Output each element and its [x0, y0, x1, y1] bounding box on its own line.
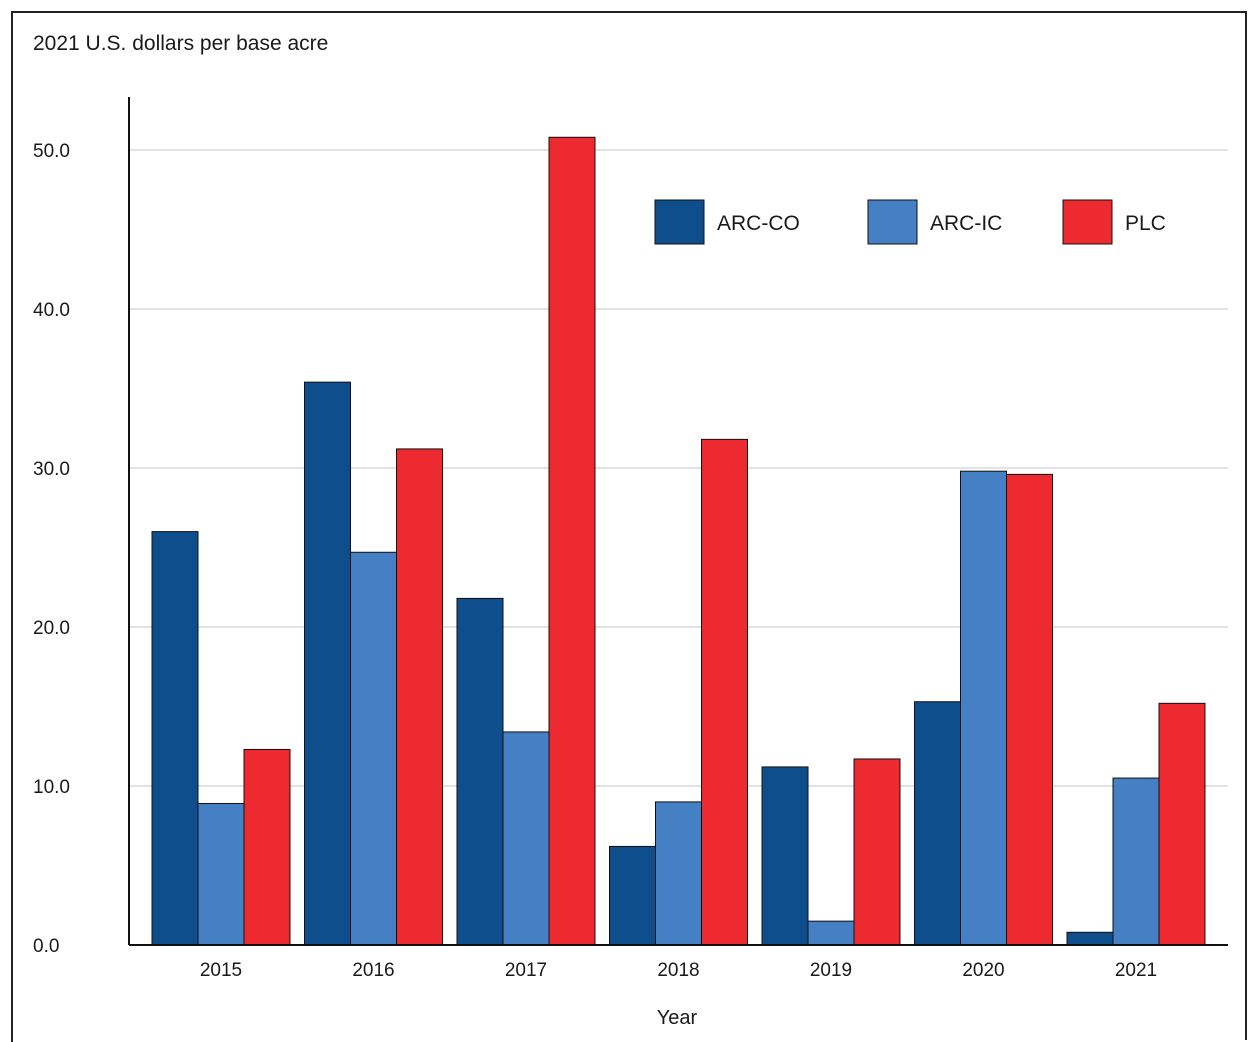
x-tick-label: 2015 [200, 960, 242, 981]
x-tick-label: 2016 [352, 960, 394, 981]
x-tick-label: 2020 [962, 960, 1004, 981]
bar-plc-2015 [243, 748, 291, 946]
bar-arc-co-2021 [1066, 931, 1114, 946]
y-axis-label: 2021 U.S. dollars per base acre [33, 32, 329, 55]
legend-label-arc-ic: ARC-IC [930, 212, 1002, 235]
x-tick-label: 2017 [505, 960, 547, 981]
bar-arc-co-2018 [609, 845, 656, 946]
bar-plc-2020 [1006, 473, 1053, 946]
x-tick-label: 2018 [657, 960, 699, 981]
bar-arc-co-2019 [761, 766, 809, 946]
bar-arc-ic-2015 [197, 802, 245, 946]
legend-swatch-plc [1062, 199, 1113, 245]
legend-label-plc: PLC [1125, 212, 1166, 235]
bar-arc-ic-2018 [655, 801, 702, 946]
y-tick-label: 0.0 [33, 936, 59, 957]
bar-arc-ic-2016 [350, 551, 397, 946]
bar-arc-co-2016 [304, 381, 351, 946]
bar-plc-2019 [853, 758, 901, 946]
bar-arc-ic-2017 [502, 731, 550, 946]
y-tick-label: 50.0 [33, 141, 70, 162]
bar-arc-co-2020 [914, 701, 961, 946]
bar-plc-2016 [396, 448, 443, 946]
legend-label-arc-co: ARC-CO [717, 212, 800, 235]
y-tick-label: 30.0 [33, 459, 70, 480]
x-axis-title: Year [657, 1007, 698, 1029]
legend-swatch-arc-ic [867, 199, 918, 245]
bar-plc-2021 [1158, 702, 1206, 946]
legend-swatch-arc-co [654, 199, 705, 245]
bar-plc-2017 [548, 136, 596, 946]
bar-arc-ic-2021 [1112, 777, 1160, 946]
bar-plc-2018 [701, 438, 748, 946]
y-tick-label: 10.0 [33, 777, 70, 798]
y-tick-label: 40.0 [33, 300, 70, 321]
bar-arc-ic-2020 [960, 470, 1007, 946]
y-tick-label: 20.0 [33, 618, 70, 639]
bar-arc-co-2017 [456, 597, 504, 946]
bar-arc-ic-2019 [807, 920, 855, 946]
x-tick-label: 2021 [1115, 960, 1157, 981]
bar-arc-co-2015 [151, 531, 199, 946]
x-tick-label: 2019 [810, 960, 852, 981]
